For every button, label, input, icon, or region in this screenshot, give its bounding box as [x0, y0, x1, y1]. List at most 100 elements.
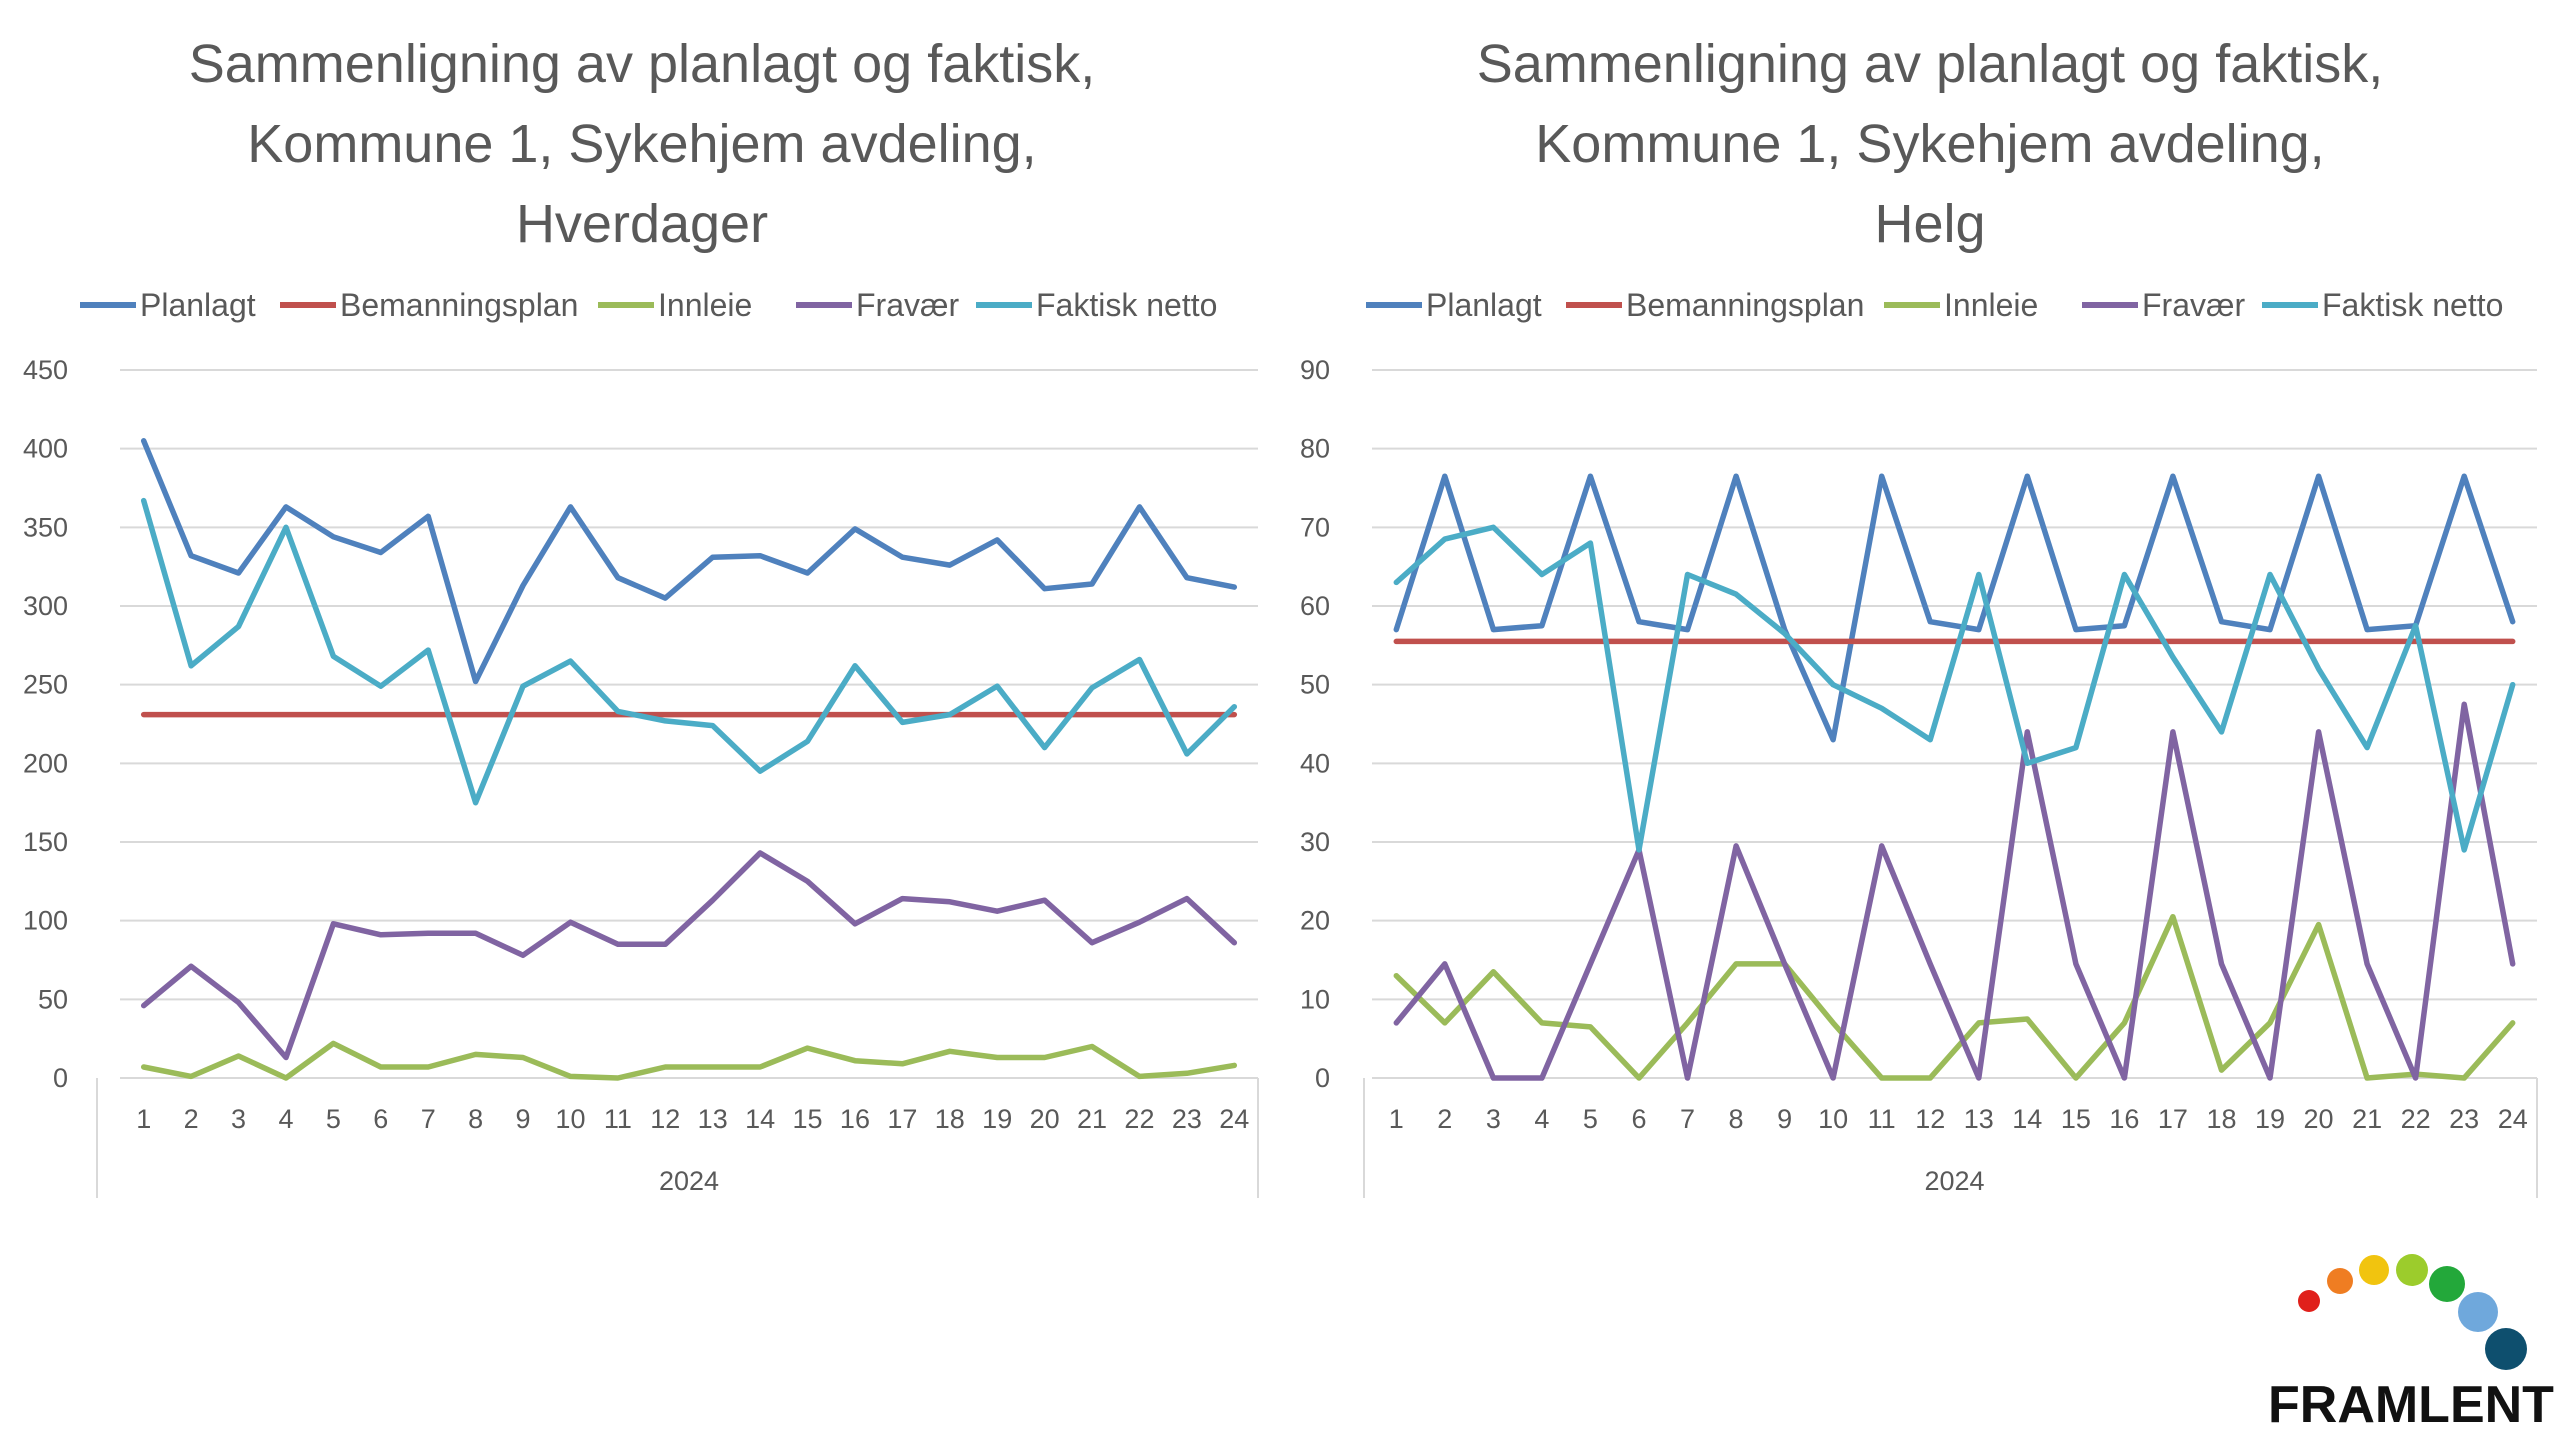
y-tick-label: 40	[1300, 748, 1330, 778]
series-line-planlagt	[1393, 473, 2516, 743]
x-tick-label: 18	[935, 1104, 965, 1134]
x-tick-label: 13	[698, 1104, 728, 1134]
legend-item: Planlagt	[1366, 287, 1542, 323]
y-tick-label: 0	[53, 1063, 68, 1093]
legend-item: Innleie	[1884, 287, 2038, 323]
x-tick-label: 10	[1818, 1104, 1848, 1134]
legend-item: Bemanningsplan	[1566, 287, 1864, 323]
x-tick-label: 19	[982, 1104, 1012, 1134]
x-tick-label: 7	[1680, 1104, 1695, 1134]
x-tick-label: 9	[1777, 1104, 1792, 1134]
chart-title-line: Helg	[1874, 194, 1985, 254]
x-tick-label: 11	[604, 1104, 632, 1134]
x-tick-label: 23	[2449, 1104, 2479, 1134]
x-tick-label: 7	[421, 1104, 436, 1134]
x-tick-label: 3	[1486, 1104, 1501, 1134]
y-tick-label: 350	[23, 512, 68, 542]
legend-item: Fravær	[2082, 287, 2245, 323]
y-tick-label: 50	[38, 984, 68, 1014]
x-tick-label: 22	[1124, 1104, 1154, 1134]
logo-dot-lightblue	[2458, 1292, 2498, 1332]
y-tick-label: 30	[1300, 827, 1330, 857]
x-tick-label: 22	[2401, 1104, 2431, 1134]
x-tick-label: 18	[2206, 1104, 2236, 1134]
x-tick-label: 17	[2158, 1104, 2188, 1134]
x-tick-label: 6	[373, 1104, 388, 1134]
framlent-logo: FRAMLENT	[2268, 1254, 2554, 1434]
legend-item: Faktisk netto	[976, 287, 1217, 323]
x-tick-label: 8	[1729, 1104, 1744, 1134]
series-line-planlagt	[140, 438, 1238, 685]
logo-wordmark: FRAMLENT	[2268, 1376, 2554, 1434]
x-tick-label: 5	[326, 1104, 341, 1134]
y-tick-label: 300	[23, 591, 68, 621]
x-tick-label: 4	[278, 1104, 293, 1134]
x-tick-label: 1	[136, 1104, 151, 1134]
x-tick-label: 11	[1868, 1104, 1896, 1134]
y-tick-label: 70	[1300, 512, 1330, 542]
logo-dot-green	[2429, 1266, 2465, 1302]
logo-dot-orange	[2327, 1268, 2353, 1294]
legend-item: Innleie	[598, 287, 752, 323]
y-tick-label: 100	[23, 906, 68, 936]
series-line-frav-r	[1393, 701, 2516, 1081]
y-tick-label: 200	[23, 748, 68, 778]
y-tick-label: 0	[1315, 1063, 1330, 1093]
chart-title-line: Hverdager	[516, 194, 768, 254]
x-tick-label: 14	[745, 1104, 775, 1134]
chart-helg: Sammenligning av planlagt og faktisk, Kom…	[1300, 34, 2538, 1198]
logo-dot-yellow	[2359, 1255, 2389, 1285]
y-tick-label: 150	[23, 827, 68, 857]
y-tick-label: 450	[23, 355, 68, 385]
legend-item: Planlagt	[80, 287, 256, 323]
legend-label: Innleie	[1944, 287, 2038, 323]
logo-dot-darkblue	[2485, 1328, 2527, 1370]
x-tick-label: 12	[650, 1104, 680, 1134]
legend-item: Faktisk netto	[2262, 287, 2503, 323]
y-tick-label: 80	[1300, 434, 1330, 464]
y-tick-label: 90	[1300, 355, 1330, 385]
y-tick-label: 60	[1300, 591, 1330, 621]
x-tick-label: 9	[516, 1104, 531, 1134]
legend-label: Fravær	[2142, 287, 2245, 323]
series-line-innleie	[140, 1040, 1238, 1081]
legend-label: Bemanningsplan	[340, 287, 578, 323]
x-group-label: 2024	[659, 1166, 719, 1196]
x-tick-label: 10	[555, 1104, 585, 1134]
legend-label: Faktisk netto	[1036, 287, 1217, 323]
x-tick-label: 2	[1437, 1104, 1452, 1134]
series-line-faktisk-netto	[140, 497, 1238, 806]
legend-label: Bemanningsplan	[1626, 287, 1864, 323]
x-tick-label: 16	[840, 1104, 870, 1134]
y-tick-label: 20	[1300, 906, 1330, 936]
x-tick-label: 20	[1030, 1104, 1060, 1134]
logo-dot-lightgreen	[2396, 1254, 2428, 1286]
y-tick-label: 400	[23, 434, 68, 464]
legend-label: Planlagt	[1426, 287, 1542, 323]
chart-title-line: Sammenligning av planlagt og faktisk,	[189, 34, 1096, 94]
x-group-label: 2024	[1924, 1166, 1984, 1196]
x-tick-label: 17	[887, 1104, 917, 1134]
x-tick-label: 13	[1964, 1104, 1994, 1134]
legend-label: Faktisk netto	[2322, 287, 2503, 323]
legend-label: Planlagt	[140, 287, 256, 323]
x-tick-label: 15	[2061, 1104, 2091, 1134]
series-line-frav-r	[140, 850, 1238, 1061]
legend-item: Bemanningsplan	[280, 287, 578, 323]
x-tick-label: 20	[2304, 1104, 2334, 1134]
x-tick-label: 21	[1077, 1104, 1107, 1134]
chart-title-line: Kommune 1, Sykehjem avdeling,	[1535, 114, 2324, 174]
legend-item: Fravær	[796, 287, 959, 323]
x-tick-label: 14	[2012, 1104, 2042, 1134]
x-tick-label: 5	[1583, 1104, 1598, 1134]
x-tick-label: 19	[2255, 1104, 2285, 1134]
x-tick-label: 4	[1534, 1104, 1549, 1134]
x-tick-label: 6	[1631, 1104, 1646, 1134]
y-tick-label: 250	[23, 670, 68, 700]
legend-label: Innleie	[658, 287, 752, 323]
x-tick-label: 12	[1915, 1104, 1945, 1134]
x-tick-label: 1	[1389, 1104, 1404, 1134]
legend-label: Fravær	[856, 287, 959, 323]
x-tick-label: 15	[793, 1104, 823, 1134]
